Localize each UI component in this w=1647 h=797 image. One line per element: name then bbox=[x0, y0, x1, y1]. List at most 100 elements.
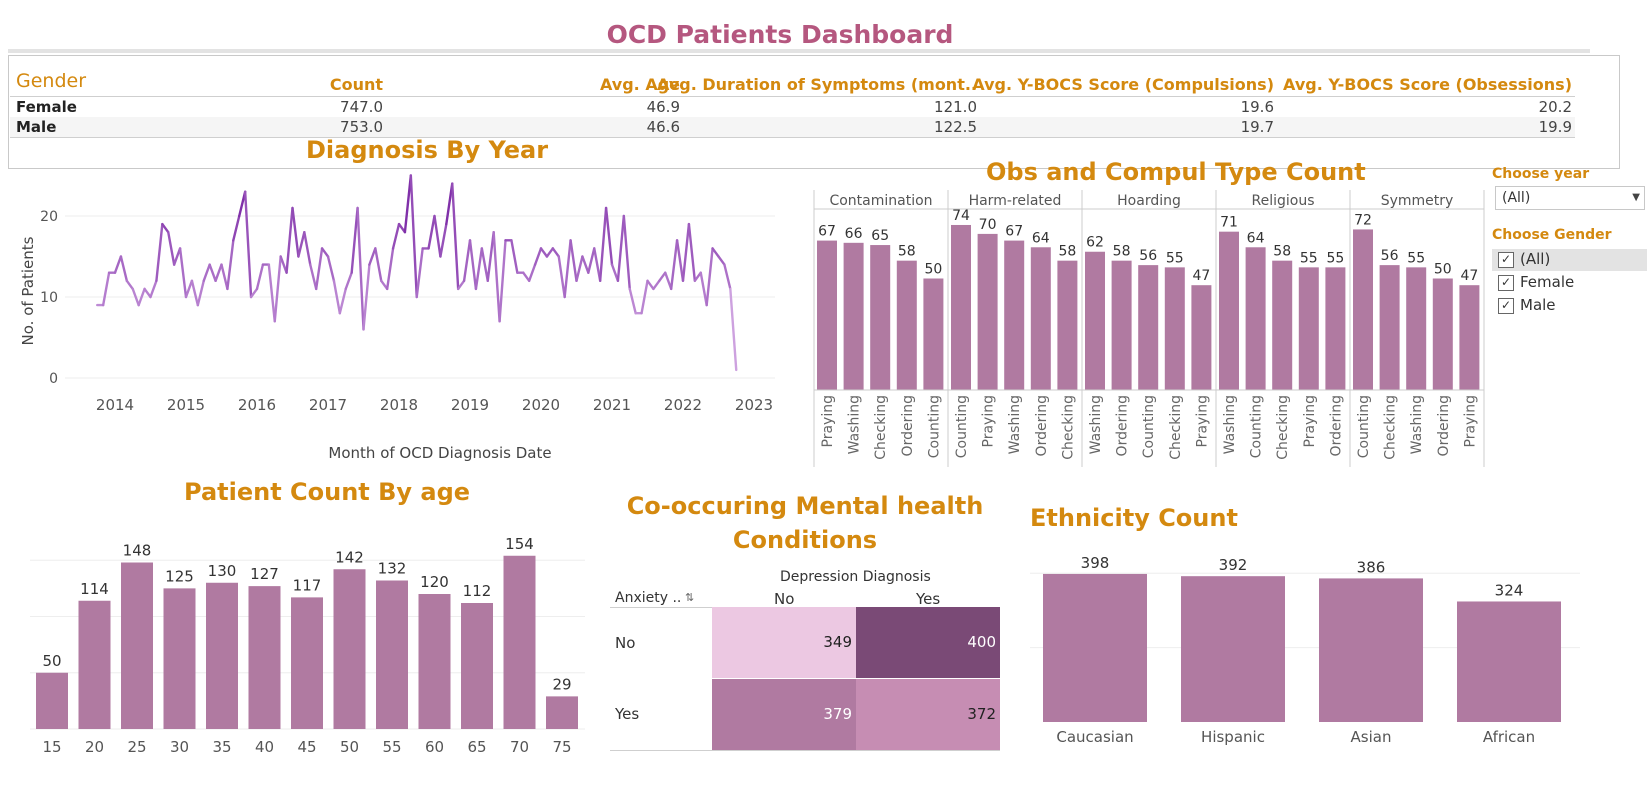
gender-option-label: Female bbox=[1520, 273, 1575, 291]
gender-option-male[interactable]: ✓ Male bbox=[1492, 295, 1647, 317]
chevron-down-icon[interactable]: ▼ bbox=[1632, 192, 1640, 203]
line-x-tick: 2022 bbox=[664, 396, 702, 414]
obs-bar-value: 47 bbox=[1192, 268, 1210, 284]
eth-bar-value: 324 bbox=[1495, 581, 1524, 599]
obs-bar-category: Checking bbox=[1383, 395, 1399, 460]
gender-option-label: (All) bbox=[1520, 250, 1551, 268]
heatmap-col-yes: Yes bbox=[916, 590, 941, 608]
line-series-segment bbox=[723, 263, 732, 291]
heatmap-col-no: No bbox=[774, 590, 795, 608]
cooccur-title-line2: Conditions bbox=[732, 526, 878, 554]
line-series-segment bbox=[149, 279, 158, 299]
line-series-segment bbox=[563, 239, 572, 299]
obs-bar-value: 65 bbox=[871, 228, 889, 244]
obs-bar-category: Checking bbox=[1168, 395, 1184, 460]
obs-bar-value: 71 bbox=[1220, 215, 1238, 231]
gender-option-all[interactable]: ✓ (All) bbox=[1492, 249, 1647, 271]
eth-bar bbox=[1181, 576, 1285, 722]
line-series-segment bbox=[598, 206, 608, 283]
heatmap-col-header: Depression Diagnosis bbox=[780, 569, 931, 585]
summary-obsessions-cell: 19.9 bbox=[1538, 118, 1572, 136]
gender-option-female[interactable]: ✓ Female bbox=[1492, 272, 1647, 294]
ethnicity-bar-chart: 398 Caucasian 392 Hispanic 386 Asian 324 Africa… bbox=[1030, 554, 1580, 746]
line-x-tick: 2019 bbox=[451, 396, 489, 414]
year-filter-value: (All) bbox=[1502, 190, 1531, 206]
line-series-segment bbox=[172, 247, 182, 266]
line-series-segment bbox=[451, 182, 460, 291]
line-series-segment bbox=[202, 263, 211, 283]
line-series-segment bbox=[214, 263, 223, 283]
line-ylabel: No. of Patients bbox=[19, 236, 37, 345]
line-series-segment bbox=[368, 247, 377, 266]
obs-bar bbox=[1245, 247, 1266, 390]
line-series-segment bbox=[143, 287, 152, 299]
line-series-segment bbox=[664, 271, 673, 291]
line-xlabel: Month of OCD Diagnosis Date bbox=[328, 444, 551, 462]
line-series-segment bbox=[243, 190, 253, 299]
title-divider bbox=[8, 49, 1590, 53]
line-y-tick: 0 bbox=[49, 371, 58, 387]
obs-bar bbox=[1379, 265, 1400, 390]
obs-bar bbox=[1004, 240, 1025, 390]
summary-obsessions-cell: 20.2 bbox=[1538, 98, 1572, 116]
heatmap-cell: 349 bbox=[712, 607, 856, 678]
obs-bar-category: Praying bbox=[1302, 395, 1318, 447]
age-bar-value: 148 bbox=[123, 542, 152, 560]
obs-bar-category: Counting bbox=[1141, 395, 1157, 458]
line-series-segment bbox=[409, 174, 418, 299]
line-series-segment bbox=[693, 271, 702, 283]
line-series-segment bbox=[344, 271, 353, 291]
heatmap-row-header: Anxiety .. bbox=[615, 590, 682, 606]
obs-bar-category: Ordering bbox=[900, 395, 916, 456]
line-series-segment bbox=[669, 239, 679, 291]
year-filter-dropdown[interactable]: (All) ▼ bbox=[1495, 186, 1645, 210]
obs-bar bbox=[817, 240, 837, 390]
obs-bar bbox=[1298, 267, 1319, 390]
eth-bar-value: 392 bbox=[1219, 556, 1248, 574]
line-series-segment bbox=[545, 247, 555, 258]
line-series-segment bbox=[267, 263, 276, 323]
line-series-segment bbox=[681, 222, 691, 283]
line-series-segment bbox=[522, 271, 531, 283]
obs-bar-category: Checking bbox=[873, 395, 889, 460]
obs-bar-value: 58 bbox=[1058, 244, 1076, 260]
obs-bar bbox=[977, 233, 998, 390]
line-series-segment bbox=[604, 206, 614, 266]
age-bar bbox=[376, 580, 408, 729]
age-bar-value: 125 bbox=[165, 567, 194, 585]
obs-bar-value: 58 bbox=[898, 244, 916, 260]
obs-bar bbox=[1406, 267, 1427, 390]
age-x-tick: 70 bbox=[510, 738, 529, 756]
line-series-segment bbox=[232, 214, 241, 242]
line-series-segment bbox=[190, 279, 200, 307]
sort-icon[interactable]: ⇅ bbox=[685, 591, 695, 604]
obs-bar bbox=[1138, 265, 1159, 390]
obs-bar bbox=[1191, 285, 1212, 390]
obs-bar-value: 50 bbox=[924, 262, 942, 278]
obs-bar bbox=[1325, 267, 1346, 390]
line-x-tick: 2023 bbox=[735, 396, 773, 414]
age-bar-value: 114 bbox=[80, 580, 109, 598]
line-series-segment bbox=[646, 279, 655, 291]
checkbox-checked-icon[interactable]: ✓ bbox=[1498, 275, 1514, 291]
obs-bar-category: Checking bbox=[1275, 395, 1291, 460]
line-series-segment bbox=[113, 255, 123, 274]
age-bar-value: 112 bbox=[463, 582, 492, 600]
line-series-segment bbox=[125, 279, 134, 291]
line-series-segment bbox=[249, 287, 259, 299]
obs-bar bbox=[1057, 260, 1078, 390]
age-bar bbox=[36, 672, 68, 729]
heatmap-row-yes: Yes bbox=[615, 705, 640, 723]
obs-bar bbox=[923, 278, 944, 390]
line-series-segment bbox=[486, 231, 495, 283]
obs-bar-value: 74 bbox=[952, 208, 970, 224]
checkbox-checked-icon[interactable]: ✓ bbox=[1498, 298, 1514, 314]
summary-table-frame bbox=[8, 55, 1620, 169]
line-series-segment bbox=[622, 214, 631, 291]
eth-bar-value: 386 bbox=[1357, 558, 1386, 576]
age-x-tick: 65 bbox=[467, 738, 486, 756]
line-x-tick: 2021 bbox=[593, 396, 631, 414]
age-x-tick: 50 bbox=[340, 738, 359, 756]
checkbox-checked-icon[interactable]: ✓ bbox=[1498, 252, 1514, 268]
obs-bar bbox=[1432, 278, 1453, 390]
